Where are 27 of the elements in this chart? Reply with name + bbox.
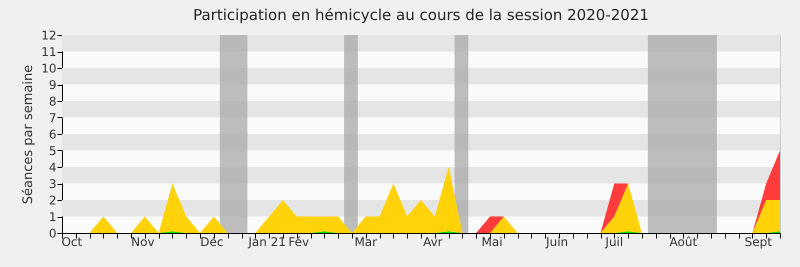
y-tick-label: 11 [41, 45, 56, 59]
y-axis-title: Séances par semaine [21, 64, 36, 204]
y-tick-label: 8 [48, 94, 56, 108]
x-tick-label: Déc [200, 235, 224, 249]
y-tick-label: 1 [48, 210, 56, 224]
x-tick-label: Nov [131, 235, 155, 249]
x-tick-label: Juil [604, 235, 624, 249]
y-tick-label: 2 [48, 194, 56, 208]
x-tick-label: Avr [423, 235, 443, 249]
y-tick-label: 10 [41, 62, 56, 76]
y-tick-label: 5 [48, 144, 56, 158]
y-tick-label: 12 [41, 28, 56, 42]
x-tick-label: Juin [545, 235, 568, 249]
y-tick-label: 9 [48, 78, 56, 92]
y-tick-label: 3 [48, 177, 56, 191]
y-tick-label: 6 [48, 128, 56, 142]
y-tick-label: 7 [48, 111, 56, 125]
x-tick-label: Mar [354, 235, 378, 249]
y-tick-label: 0 [48, 226, 56, 240]
x-tick-label: Jan 21 [247, 235, 286, 249]
x-tick-label: Août [670, 235, 698, 249]
x-tick-label: Mai [481, 235, 503, 249]
chart-title: Participation en hémicycle au cours de la session 2020-2021 [193, 6, 649, 24]
x-tick-label: Sept [744, 235, 772, 249]
y-tick-label: 4 [48, 160, 56, 174]
x-tick-label: Fév [288, 235, 310, 249]
x-tick-label: Oct [61, 235, 83, 249]
